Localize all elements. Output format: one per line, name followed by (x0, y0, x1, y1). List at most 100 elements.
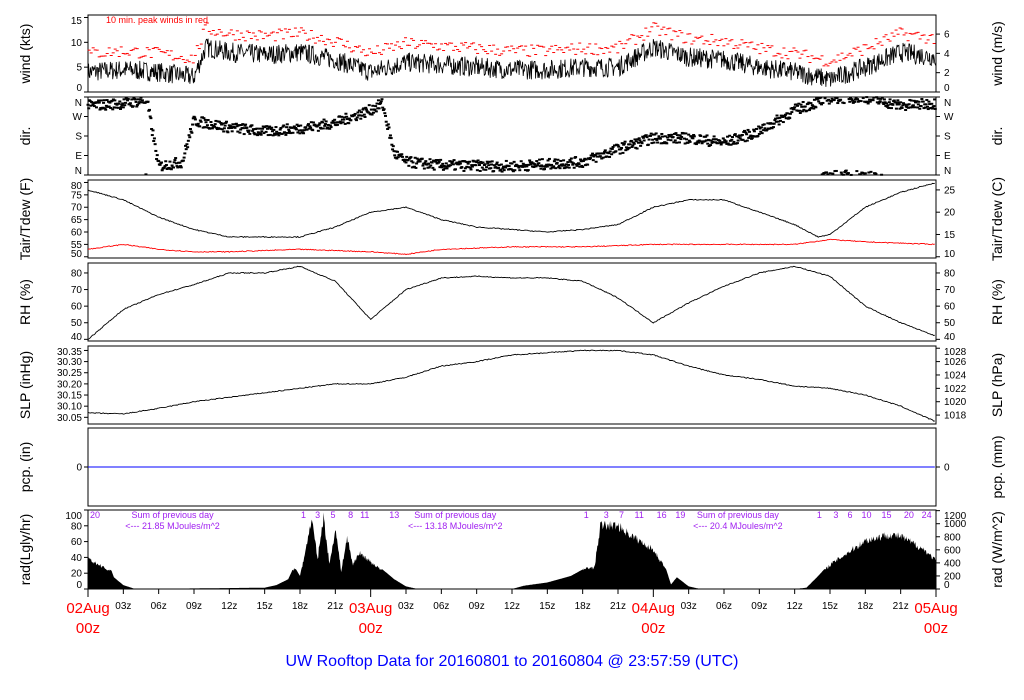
hour-mark: 20 (904, 510, 914, 520)
direction-point (880, 173, 884, 176)
direction-point (202, 117, 206, 120)
direction-point (850, 98, 854, 101)
direction-point (98, 108, 102, 111)
direction-point (285, 123, 289, 126)
direction-point (791, 107, 795, 110)
direction-point (913, 106, 917, 109)
direction-point (271, 134, 275, 137)
direction-point (212, 125, 216, 128)
direction-point (851, 101, 855, 104)
direction-point (468, 166, 472, 169)
direction-point (132, 96, 136, 99)
direction-point (120, 104, 124, 107)
direction-point (243, 124, 247, 127)
direction-point (682, 137, 686, 140)
direction-point (711, 140, 715, 143)
direction-point (341, 121, 345, 124)
direction-point (91, 103, 95, 106)
direction-point (460, 166, 464, 169)
y-tick-label: 30.25 (57, 368, 82, 379)
series-tdew (87, 238, 935, 256)
direction-point (188, 136, 192, 139)
direction-point (524, 163, 528, 166)
direction-point (420, 157, 424, 160)
direction-point (895, 103, 899, 106)
direction-point (579, 158, 583, 161)
direction-point (683, 142, 687, 145)
direction-point (526, 169, 530, 172)
direction-point (311, 129, 315, 132)
direction-point (234, 122, 238, 125)
direction-point (759, 126, 763, 129)
panel-pcp: pcp. (in) pcp. (mm) 0 0 (17, 427, 1005, 507)
direction-point (523, 169, 527, 172)
direction-point (480, 166, 484, 169)
direction-point (230, 130, 234, 133)
x-tick-label: 21z (893, 601, 909, 612)
y-axis-label-right: wind (m/s) (989, 21, 1005, 87)
direction-point (160, 169, 164, 172)
direction-point (511, 170, 515, 173)
direction-point (517, 166, 521, 169)
direction-point (675, 134, 679, 137)
direction-point (135, 105, 139, 108)
direction-point (704, 135, 708, 138)
direction-point (766, 122, 770, 125)
direction-point (218, 127, 222, 130)
direction-point (797, 102, 801, 105)
direction-point (113, 99, 117, 102)
direction-point (748, 135, 752, 138)
direction-point (217, 120, 221, 123)
direction-point (892, 99, 896, 102)
series-wind-speed (87, 38, 937, 87)
direction-point (329, 126, 333, 129)
direction-point (712, 135, 716, 138)
hour-mark: 16 (657, 510, 667, 520)
direction-point (229, 127, 233, 130)
direction-point (396, 150, 400, 153)
direction-point (321, 121, 325, 124)
y-tick-label-right: 0 (944, 580, 950, 591)
direction-point (885, 105, 889, 108)
direction-point (781, 115, 785, 118)
direction-point (894, 101, 898, 104)
direction-point (750, 137, 754, 140)
y-tick-label: N (75, 98, 82, 109)
direction-point (668, 135, 672, 138)
direction-point (465, 165, 469, 168)
direction-point (309, 121, 313, 124)
direction-point (558, 167, 562, 170)
direction-point (379, 102, 383, 105)
direction-point (519, 160, 523, 163)
direction-point (911, 104, 915, 107)
direction-point (571, 162, 575, 165)
direction-point (877, 102, 881, 105)
direction-point (427, 162, 431, 165)
direction-point (537, 162, 541, 165)
direction-point (89, 104, 93, 107)
direction-point (92, 105, 96, 108)
direction-point (359, 111, 363, 114)
direction-point (594, 160, 598, 163)
direction-point (730, 136, 734, 139)
y-axis-label-right: SLP (hPa) (989, 353, 1005, 417)
direction-point (112, 106, 116, 109)
direction-point (210, 127, 214, 130)
direction-point (810, 104, 814, 107)
panel-frame (87, 262, 937, 342)
direction-point (203, 126, 207, 129)
direction-point (644, 134, 648, 137)
y-tick-label-right: 200 (944, 571, 961, 582)
panel-rh: RH (%) RH (%) 40 50 60 70 80 40 50 60 70 80 (17, 262, 1005, 343)
direction-point (153, 143, 157, 146)
direction-point (568, 159, 572, 162)
chart-title: UW Rooftop Data for 20160801 to 20160804… (286, 653, 739, 670)
direction-point (317, 123, 321, 126)
direction-point (738, 137, 742, 140)
direction-point (311, 121, 315, 124)
direction-point (620, 142, 624, 145)
direction-point (665, 142, 669, 145)
x-tick-label: 15z (539, 601, 555, 612)
direction-point (381, 106, 385, 109)
